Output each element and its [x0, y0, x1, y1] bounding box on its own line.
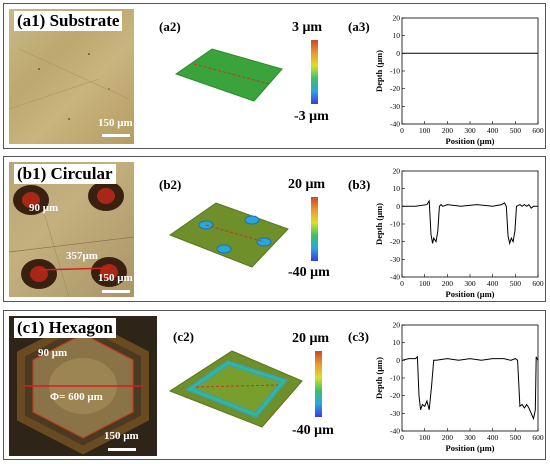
x-tick-label: 300: [464, 279, 476, 288]
x-tick-label: 500: [510, 126, 522, 135]
y-tick-label: -10: [390, 220, 400, 229]
plot-frame: [401, 170, 539, 278]
y-tick-label: 20: [393, 321, 401, 330]
plot-frame: [401, 17, 539, 125]
y-tick-label: -10: [390, 374, 400, 383]
y-axis-title: Depth (μm): [374, 50, 384, 92]
depth-profile-chart: 0 100 200 300 400 500 600 -40 -30 -20 -10 0 10 20 Posi…: [374, 14, 544, 147]
x-tick-label: 300: [464, 433, 476, 442]
panel-substrate: (a1) Substrate 150 μm (a2) 3 μm -3 μm (a…: [3, 3, 546, 149]
depth-profile-line: [401, 355, 539, 421]
y-tick-label: -20: [390, 391, 400, 400]
x-tick-label: 500: [510, 433, 522, 442]
x-tick-label: 200: [442, 433, 454, 442]
y-axis-title: Depth (μm): [374, 203, 384, 245]
width-annotation: 90 μm: [38, 347, 68, 359]
scale-bar: [102, 134, 130, 137]
y-tick-label: -10: [390, 67, 400, 76]
colorbar-max: 3 μm: [292, 20, 323, 35]
x-tick-label: 0: [400, 433, 404, 442]
colorbar-min: -40 μm: [292, 423, 334, 438]
spacing-annotation: 357μm: [66, 250, 98, 262]
scale-bar-label: 150 μm: [104, 430, 139, 442]
panel-label-photo: (b1) Circular: [14, 164, 116, 184]
y-tick-label: 20: [393, 167, 401, 176]
x-tick-label: 100: [419, 279, 431, 288]
panel-label-profile: (b3): [348, 177, 371, 192]
micrograph-circular: [9, 162, 134, 297]
micrograph-hex-pattern: [17, 317, 149, 455]
x-tick-label: 0: [400, 279, 404, 288]
panel-label-photo: (c1) Hexagon: [14, 318, 116, 338]
y-tick-label: 10: [393, 31, 401, 40]
y-axis-title: Depth (μm): [374, 357, 384, 399]
colorbar-max: 20 μm: [292, 331, 330, 346]
y-tick-label: -20: [390, 237, 400, 246]
x-tick-label: 600: [532, 433, 544, 442]
panel-label-surface: (b2): [159, 177, 182, 192]
scale-bar-label: 150 μm: [98, 117, 133, 129]
x-axis-title: Position (μm): [446, 289, 495, 299]
colorbar: [311, 40, 318, 104]
y-tick-label: 0: [396, 356, 400, 365]
y-tick-label: -30: [390, 255, 400, 264]
panel-label-surface: (a2): [159, 19, 181, 34]
x-tick-label: 600: [532, 279, 544, 288]
surface-3d-substrate: [174, 48, 283, 102]
panel-label-surface: (c2): [173, 329, 194, 344]
colorbar-min: -3 μm: [294, 109, 329, 124]
micrograph-pits: [9, 162, 134, 297]
x-tick-label: 200: [442, 279, 454, 288]
panel-label-profile: (a3): [348, 19, 370, 34]
y-tick-label: -30: [390, 409, 400, 418]
surface-3d-circular: [168, 202, 289, 268]
x-tick-label: 600: [532, 126, 544, 135]
x-tick-label: 400: [487, 126, 499, 135]
scale-bar-label: 150 μm: [98, 272, 133, 284]
micrograph-substrate: [9, 9, 134, 144]
x-tick-label: 100: [419, 126, 431, 135]
scale-bar: [102, 290, 130, 293]
colorbar: [311, 197, 318, 261]
x-tick-label: 400: [487, 279, 499, 288]
panel-circular: (b1) Circular 90 μm 357μm 150 μm (b2) 20…: [3, 156, 546, 302]
x-tick-label: 100: [419, 433, 431, 442]
panel-label-photo: (a1) Substrate: [14, 11, 123, 31]
micrograph-texture: [9, 48, 130, 120]
y-tick-label: 0: [396, 202, 400, 211]
panel-label-profile: (c3): [348, 329, 369, 344]
y-tick-label: 20: [393, 14, 401, 23]
x-tick-label: 200: [442, 126, 454, 135]
y-tick-label: 0: [396, 49, 400, 58]
scale-bar: [108, 448, 136, 451]
diameter-annotation: Φ= 600 μm: [50, 391, 103, 403]
y-tick-label: 10: [393, 338, 401, 347]
y-tick-label: -40: [390, 120, 400, 129]
y-tick-label: 10: [393, 184, 401, 193]
surface-3d-hexagon: [168, 350, 303, 428]
panel-hexagon: (c1) Hexagon 90 μm Φ= 600 μm 150 μm (c2)…: [3, 310, 546, 460]
y-tick-label: -20: [390, 84, 400, 93]
x-tick-label: 300: [464, 126, 476, 135]
depth-profile-chart: 0 100 200 300 400 500 600 -40 -30 -20 -10 0 10 20 Posi…: [374, 321, 544, 454]
y-tick-label: -30: [390, 102, 400, 111]
x-tick-label: 0: [400, 126, 404, 135]
x-tick-label: 500: [510, 279, 522, 288]
colorbar: [315, 351, 322, 417]
x-axis-title: Position (μm): [446, 443, 495, 453]
y-tick-label: -40: [390, 427, 400, 436]
colorbar-max: 20 μm: [288, 177, 326, 192]
depth-profile-line: [402, 199, 538, 246]
micrograph-hexagon: [9, 316, 157, 456]
depth-profile-chart: 0 100 200 300 400 500 600 -40 -30 -20 -10 0 10 20 Posi…: [374, 167, 544, 300]
diameter-annotation: 90 μm: [29, 202, 59, 214]
x-tick-label: 400: [487, 433, 499, 442]
y-tick-label: -40: [390, 273, 400, 282]
plot-frame: [401, 324, 539, 432]
colorbar-min: -40 μm: [288, 265, 330, 280]
x-axis-title: Position (μm): [446, 136, 495, 146]
